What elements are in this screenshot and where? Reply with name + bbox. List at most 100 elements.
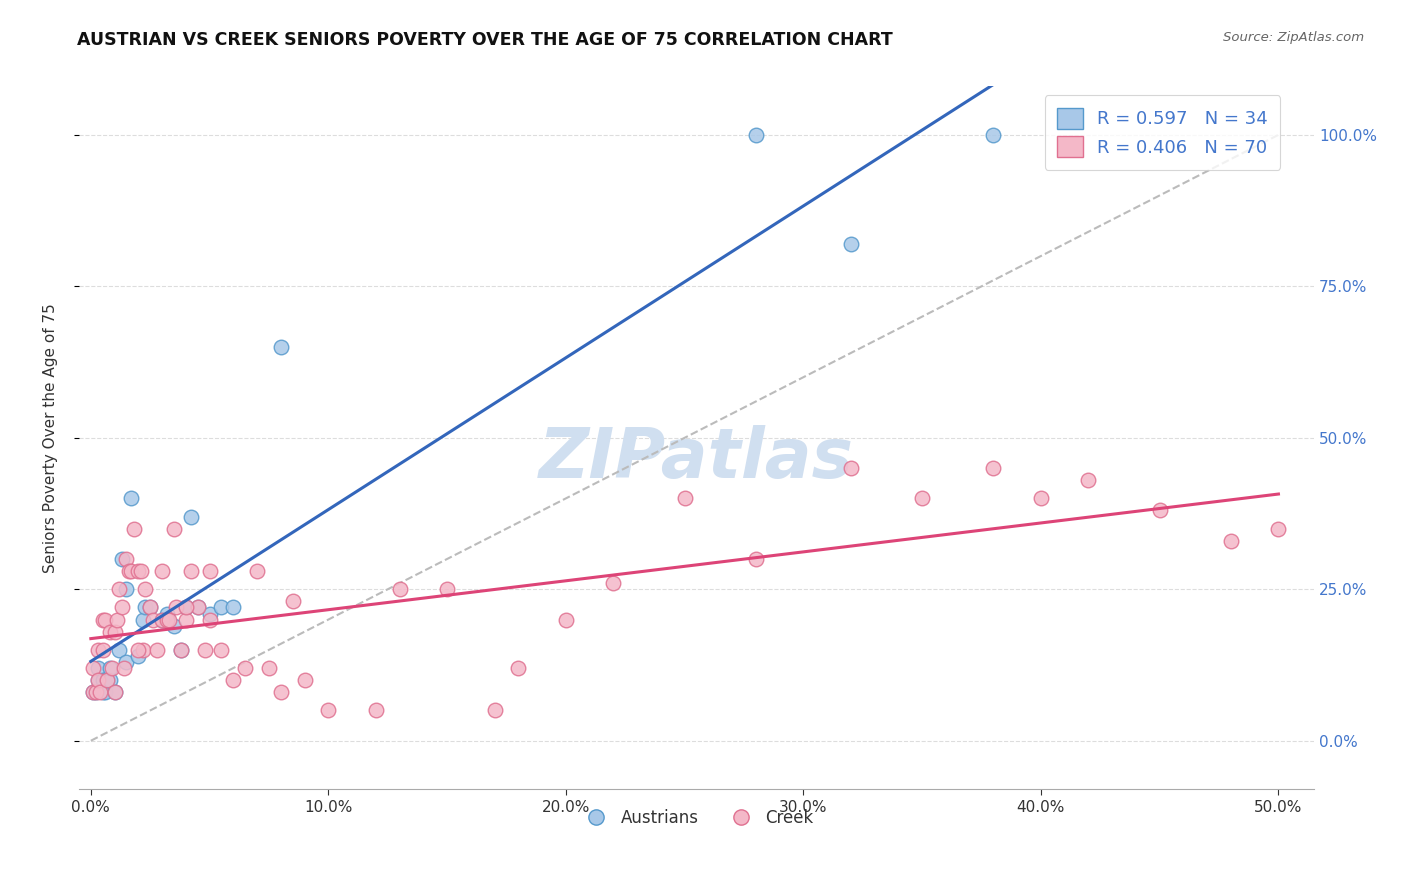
Point bbox=[87, 643, 110, 657]
Point bbox=[111, 552, 134, 566]
Point bbox=[82, 661, 104, 675]
Point bbox=[108, 643, 131, 657]
Point bbox=[94, 685, 117, 699]
Point bbox=[142, 613, 165, 627]
Point bbox=[180, 564, 202, 578]
Point bbox=[484, 703, 506, 717]
Point bbox=[118, 564, 141, 578]
Point bbox=[87, 661, 110, 675]
Point bbox=[139, 600, 162, 615]
Point bbox=[163, 618, 186, 632]
Point bbox=[174, 613, 197, 627]
Point bbox=[108, 582, 131, 597]
Point bbox=[134, 582, 156, 597]
Point bbox=[211, 643, 233, 657]
Point bbox=[194, 643, 217, 657]
Point bbox=[150, 613, 173, 627]
Point bbox=[388, 582, 411, 597]
Text: AUSTRIAN VS CREEK SENIORS POVERTY OVER THE AGE OF 75 CORRELATION CHART: AUSTRIAN VS CREEK SENIORS POVERTY OVER T… bbox=[77, 31, 893, 49]
Point bbox=[132, 613, 155, 627]
Point bbox=[146, 643, 169, 657]
Point bbox=[281, 594, 304, 608]
Point bbox=[170, 643, 193, 657]
Point bbox=[270, 685, 292, 699]
Point bbox=[364, 703, 387, 717]
Point bbox=[101, 661, 124, 675]
Point bbox=[174, 600, 197, 615]
Point bbox=[1219, 533, 1241, 548]
Point bbox=[911, 491, 934, 506]
Point bbox=[745, 128, 768, 142]
Point bbox=[112, 661, 135, 675]
Point bbox=[150, 613, 173, 627]
Point bbox=[673, 491, 696, 506]
Point bbox=[222, 600, 245, 615]
Point bbox=[91, 613, 114, 627]
Point bbox=[554, 613, 576, 627]
Point bbox=[198, 613, 221, 627]
Point bbox=[839, 461, 862, 475]
Point bbox=[103, 624, 125, 639]
Point bbox=[127, 643, 149, 657]
Point bbox=[122, 522, 145, 536]
Point bbox=[127, 564, 149, 578]
Text: Source: ZipAtlas.com: Source: ZipAtlas.com bbox=[1223, 31, 1364, 45]
Point bbox=[1149, 503, 1171, 517]
Point bbox=[103, 685, 125, 699]
Point bbox=[129, 564, 152, 578]
Point bbox=[198, 564, 221, 578]
Point bbox=[1029, 491, 1052, 506]
Point bbox=[165, 600, 187, 615]
Point bbox=[87, 673, 110, 688]
Point bbox=[211, 600, 233, 615]
Point bbox=[98, 661, 121, 675]
Point bbox=[103, 685, 125, 699]
Point bbox=[294, 673, 316, 688]
Point bbox=[98, 624, 121, 639]
Point bbox=[115, 582, 138, 597]
Point bbox=[602, 576, 624, 591]
Point bbox=[105, 613, 128, 627]
Point bbox=[91, 685, 114, 699]
Point bbox=[270, 340, 292, 354]
Point bbox=[318, 703, 340, 717]
Point bbox=[508, 661, 530, 675]
Point bbox=[98, 673, 121, 688]
Legend: Austrians, Creek: Austrians, Creek bbox=[572, 802, 821, 834]
Point bbox=[163, 522, 186, 536]
Point bbox=[257, 661, 280, 675]
Point bbox=[87, 673, 110, 688]
Point bbox=[115, 655, 138, 669]
Point bbox=[156, 607, 179, 621]
Point bbox=[96, 673, 118, 688]
Point bbox=[436, 582, 458, 597]
Point bbox=[187, 600, 209, 615]
Point bbox=[134, 600, 156, 615]
Point bbox=[1267, 522, 1289, 536]
Point bbox=[115, 552, 138, 566]
Point bbox=[983, 461, 1005, 475]
Point bbox=[198, 607, 221, 621]
Point bbox=[745, 552, 768, 566]
Text: ZIPatlas: ZIPatlas bbox=[538, 425, 853, 492]
Point bbox=[174, 600, 197, 615]
Point bbox=[983, 128, 1005, 142]
Point bbox=[180, 509, 202, 524]
Point bbox=[170, 643, 193, 657]
Point bbox=[111, 600, 134, 615]
Point bbox=[120, 564, 142, 578]
Point bbox=[96, 673, 118, 688]
Point bbox=[94, 613, 117, 627]
Point bbox=[157, 613, 180, 627]
Point bbox=[222, 673, 245, 688]
Point bbox=[1077, 473, 1099, 487]
Point bbox=[187, 600, 209, 615]
Point bbox=[84, 685, 107, 699]
Point bbox=[91, 673, 114, 688]
Point bbox=[233, 661, 256, 675]
Point bbox=[127, 648, 149, 663]
Point bbox=[82, 685, 104, 699]
Point bbox=[91, 643, 114, 657]
Point bbox=[89, 685, 111, 699]
Point bbox=[156, 613, 179, 627]
